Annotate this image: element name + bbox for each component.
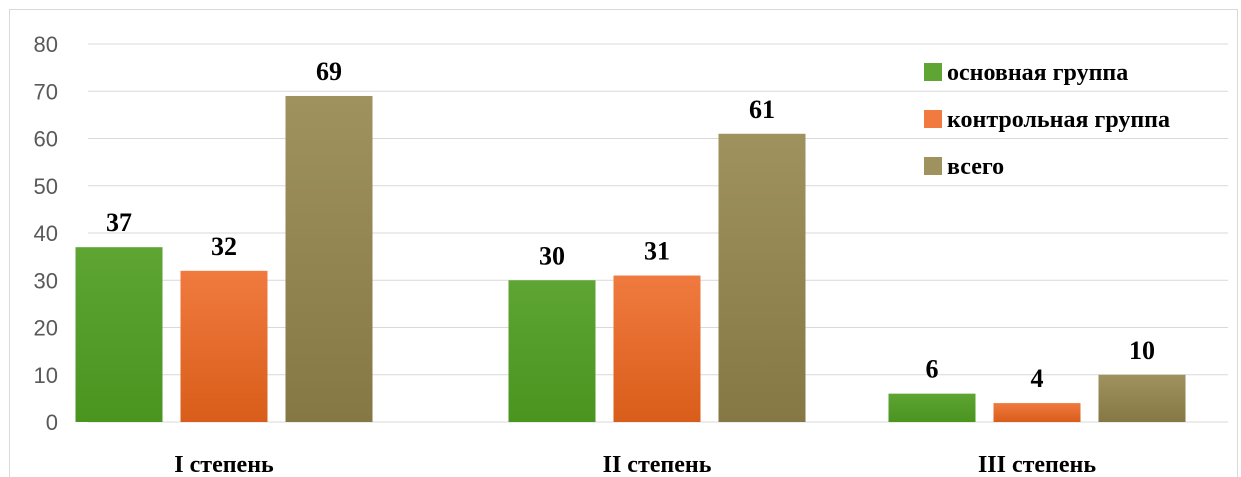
data-label: 4 — [1031, 364, 1044, 393]
bar — [180, 270, 268, 422]
data-label: 37 — [106, 208, 132, 237]
legend-label: всего — [947, 154, 1004, 180]
x-axis: I степень II степень III степень — [174, 452, 1096, 477]
x-tick-label: III степень — [978, 452, 1096, 477]
bar — [718, 133, 806, 422]
data-labels: 37 32 69 30 31 61 6 4 10 — [106, 57, 1155, 393]
bar — [75, 247, 163, 422]
bar — [888, 393, 976, 422]
chart-frame — [9, 9, 1238, 477]
data-label: 69 — [316, 57, 342, 86]
y-tick-label: 60 — [34, 127, 58, 152]
x-tick-label: II степень — [603, 452, 712, 477]
data-label: 61 — [749, 95, 775, 124]
data-label: 31 — [644, 237, 670, 266]
bars — [75, 95, 1186, 422]
bar — [1098, 374, 1186, 422]
y-tick-label: 80 — [34, 32, 58, 57]
y-tick-label: 70 — [34, 79, 58, 104]
legend-label: основная группа — [947, 60, 1128, 86]
y-axis: 0 10 20 30 40 50 60 70 80 — [34, 32, 58, 435]
bar — [508, 280, 596, 422]
x-tick-label: I степень — [174, 452, 274, 477]
y-tick-label: 30 — [34, 268, 58, 293]
data-label: 6 — [926, 355, 939, 384]
y-tick-label: 40 — [34, 221, 58, 246]
y-tick-label: 20 — [34, 316, 58, 341]
y-tick-label: 10 — [34, 363, 58, 388]
data-label: 32 — [211, 232, 237, 261]
y-tick-label: 0 — [46, 410, 58, 435]
legend-swatch — [924, 63, 942, 81]
bar — [993, 403, 1081, 422]
data-label: 10 — [1129, 336, 1155, 365]
legend-label: контрольная группа — [947, 107, 1170, 133]
legend-swatch — [924, 157, 942, 175]
legend: основная группа контрольная группа всего — [924, 60, 1170, 180]
data-label: 30 — [539, 241, 565, 270]
bar — [613, 275, 701, 422]
legend-swatch — [924, 110, 942, 128]
bar — [285, 95, 373, 422]
y-tick-label: 50 — [34, 174, 58, 199]
